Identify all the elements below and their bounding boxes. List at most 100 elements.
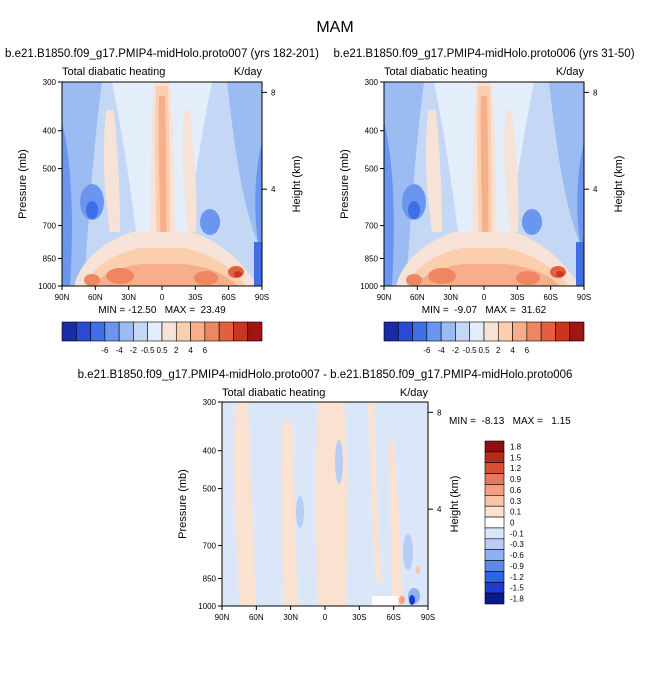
colorbar-box (133, 321, 149, 342)
panel-b-title: b.e21.B1850.f09_g17.PMIP4-midHolo.proto0… (333, 48, 634, 60)
panel-a-field (62, 82, 262, 286)
y-tick-label: 500 (203, 485, 217, 494)
panel-a-units-label: K/day (234, 66, 263, 78)
y-tick-label: 400 (203, 447, 217, 456)
colorbar-label: -4 (116, 346, 124, 355)
colorbar-box (75, 321, 91, 342)
panel-c-units-label: K/day (400, 387, 429, 399)
colorbar-label: 6 (525, 346, 530, 355)
colorbar-box (540, 321, 556, 342)
x-tick-label: 0 (323, 613, 328, 622)
colorbar-box (497, 321, 513, 342)
colorbar-box (204, 321, 220, 342)
x-tick-label: 90N (377, 293, 392, 302)
panel-a-min-max: MIN = -12.50 MAX = 23.49 (98, 305, 226, 316)
colorbar-box (218, 321, 234, 342)
x-tick-label: 90S (577, 293, 591, 302)
panel-b-units-label: K/day (556, 66, 585, 78)
colorbar-label: -0.3 (510, 540, 524, 549)
y-tick-label: 850 (203, 574, 217, 583)
colorbar-label: -6 (423, 346, 431, 355)
x-tick-label: 90N (215, 613, 230, 622)
colorbar-label: -0.9 (510, 562, 524, 571)
colorbar-box (118, 321, 134, 342)
colorbar-label: 1.2 (510, 464, 522, 473)
colorbar-box (512, 321, 528, 342)
colorbar-label: -2 (452, 346, 460, 355)
colorbar-box (175, 321, 191, 342)
x-tick-label: 30S (188, 293, 202, 302)
x-tick-label: 0 (160, 293, 165, 302)
colorbar-label: 0.6 (510, 486, 522, 495)
panel-b-colorbar: -6 -4 -2 -0.5 0.5 2 4 6 (383, 321, 585, 355)
x-tick-label: 30N (283, 613, 298, 622)
x-tick-label: 30S (510, 293, 524, 302)
y-tick-label: 300 (43, 78, 57, 87)
colorbar-box (247, 321, 263, 342)
y2-tick-label: 4 (271, 185, 276, 194)
panel-b-y2-axis-title: Height (km) (613, 156, 625, 213)
colorbar-label: -1.5 (510, 584, 524, 593)
panel-b-variable-label: Total diabatic heating (384, 66, 487, 78)
y-tick-label: 300 (365, 78, 379, 87)
colorbar-label: -0.5 (141, 346, 155, 355)
y2-tick-label: 8 (437, 408, 442, 417)
colorbar-label: 0.5 (478, 346, 490, 355)
y-tick-label: 400 (365, 127, 379, 136)
colorbar-box (555, 321, 571, 342)
panel-c-y-axis-title: Pressure (mb) (177, 469, 189, 539)
y-tick-label: 500 (365, 165, 379, 174)
panel-a: b.e21.B1850.f09_g17.PMIP4-midHolo.proto0… (5, 48, 319, 355)
panel-b-field (384, 82, 584, 286)
panel-c-y2-axis-title: Height (km) (449, 476, 461, 533)
panel-c-min-max: MIN = -8.13 MAX = 1.15 (449, 416, 571, 427)
figure-title: MAM (316, 19, 353, 36)
colorbar-box (161, 321, 177, 342)
panel-b: b.e21.B1850.f09_g17.PMIP4-midHolo.proto0… (333, 48, 634, 355)
panel-c-title: b.e21.B1850.f09_g17.PMIP4-midHolo.proto0… (78, 369, 573, 381)
colorbar-box (147, 321, 163, 342)
y-tick-label: 850 (43, 254, 57, 263)
colorbar-label: 4 (188, 346, 193, 355)
y2-tick-label: 4 (593, 185, 598, 194)
panel-c-colorbar: 1.8 1.5 1.2 0.9 0.6 0.3 0.1 0-0.1 -0.3 -0.6 -0.9 -1… (484, 440, 524, 605)
panel-a-title: b.e21.B1850.f09_g17.PMIP4-midHolo.proto0… (5, 48, 319, 60)
colorbar-label: -1.2 (510, 573, 524, 582)
panel-a-axes: 90N 60N 30N 0 30S 60S 90S 300 400 500 700 850 1000 8 4 (38, 78, 276, 302)
panel-b-axes: 90N 60N 30N 0 30S 60S 90S 300 400 500 700 850 1000 8 4 (360, 78, 598, 302)
colorbar-label: 1.5 (510, 453, 522, 462)
colorbar-label: 1.8 (510, 442, 522, 451)
panel-b-y-axis-title: Pressure (mb) (339, 149, 351, 219)
colorbar-label: -1.8 (510, 595, 524, 604)
colorbar-label: -4 (438, 346, 446, 355)
colorbar-box (484, 592, 505, 605)
y-tick-label: 300 (203, 398, 217, 407)
colorbar-box (484, 560, 505, 572)
colorbar-label: 0.1 (510, 508, 522, 517)
panel-c-axes: 90N 60N 30N 0 30S 60S 90S 300 400 500 700 850 1000 8 4 (198, 398, 442, 622)
colorbar-label: 6 (203, 346, 208, 355)
colorbar-box (484, 549, 505, 561)
colorbar-label: 4 (510, 346, 515, 355)
colorbar-box (455, 321, 471, 342)
y-tick-label: 700 (43, 222, 57, 231)
panel-c: b.e21.B1850.f09_g17.PMIP4-midHolo.proto0… (78, 369, 573, 622)
colorbar-box (484, 462, 505, 474)
colorbar-box (469, 321, 485, 342)
colorbar-label: -0.1 (510, 529, 524, 538)
x-tick-label: 60N (249, 613, 264, 622)
panel-a-variable-label: Total diabatic heating (62, 66, 165, 78)
panel-a-y-axis-title: Pressure (mb) (17, 149, 29, 219)
y-tick-label: 700 (365, 222, 379, 231)
panel-c-field (222, 402, 428, 606)
colorbar-box (484, 538, 505, 550)
colorbar-label: -0.5 (463, 346, 477, 355)
x-tick-label: 60S (222, 293, 236, 302)
y-tick-label: 850 (365, 254, 379, 263)
colorbar-box (190, 321, 206, 342)
colorbar-label: 0 (510, 519, 515, 528)
y-tick-label: 1000 (198, 602, 216, 611)
y-tick-label: 1000 (360, 282, 378, 291)
colorbar-box (484, 440, 505, 453)
